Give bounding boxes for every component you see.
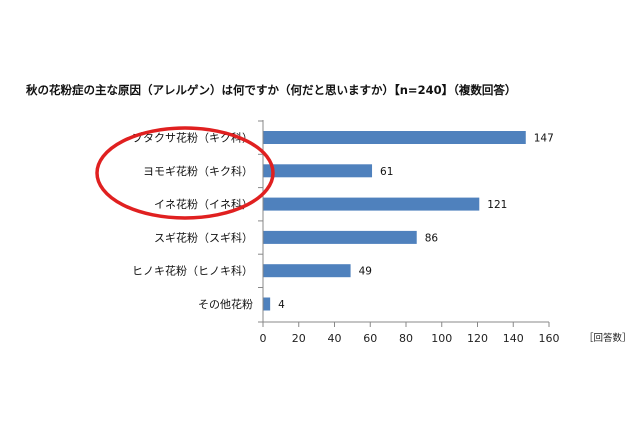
value-label: 61 — [380, 166, 393, 178]
bar — [263, 230, 417, 244]
category-label: ヒノキ花粉（ヒノキ科） — [132, 264, 253, 278]
bar — [263, 164, 373, 178]
bar — [263, 264, 351, 278]
x-tick-label: 40 — [328, 332, 342, 345]
category-label: イネ花粉（イネ科） — [154, 197, 253, 211]
highlight-ellipse — [95, 126, 275, 220]
value-label: 147 — [534, 133, 554, 145]
category-label: スギ花粉（スギ科） — [154, 230, 253, 244]
category-label: その他花粉 — [198, 298, 253, 311]
value-label: 121 — [487, 199, 507, 211]
x-tick-label: 140 — [503, 332, 524, 345]
x-tick-label: 100 — [431, 332, 452, 345]
bar — [263, 297, 271, 311]
value-label: 86 — [425, 232, 439, 244]
bar — [263, 197, 480, 211]
bar — [263, 131, 526, 144]
x-tick-label: 0 — [260, 332, 267, 345]
x-tick-label: 80 — [399, 332, 413, 345]
x-tick-label: 20 — [292, 332, 306, 345]
x-tick-label: 160 — [539, 332, 560, 345]
unit-label: ［回答数］ — [584, 332, 632, 344]
x-tick-label: 60 — [363, 332, 377, 345]
x-tick-label: 120 — [467, 332, 488, 345]
category-label: ヨモギ花粉（キク科） — [143, 164, 253, 178]
chart-title: 秋の花粉症の主な原因（アレルゲン）は何ですか（何だと思いますか）【n=240】（… — [26, 83, 516, 97]
value-label: 49 — [359, 266, 372, 278]
value-label: 4 — [278, 299, 285, 311]
